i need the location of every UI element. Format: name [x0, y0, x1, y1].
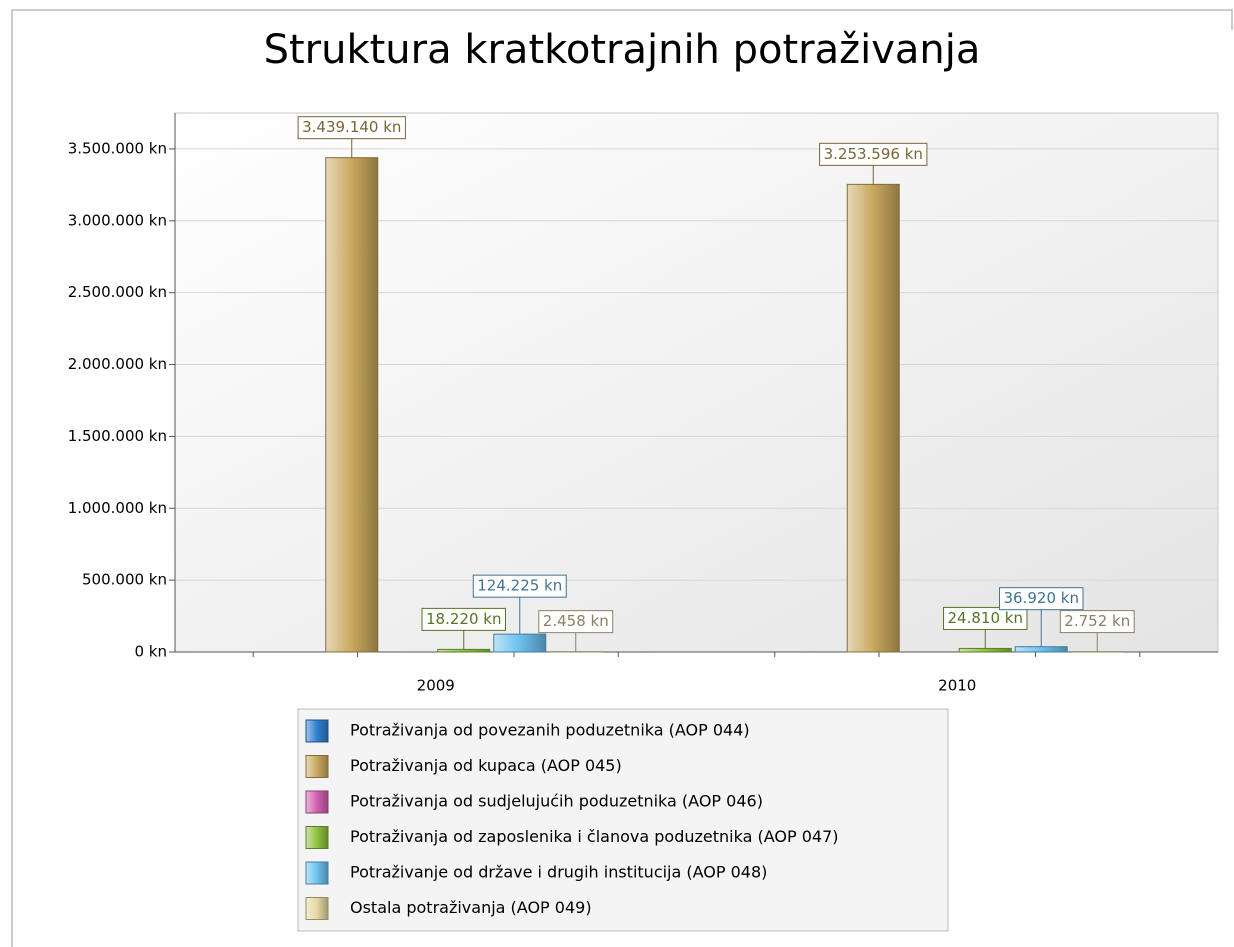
bar — [1014, 646, 1068, 653]
y-tick-label: 1.000.000 kn — [68, 499, 167, 517]
legend-swatch — [305, 897, 329, 920]
data-label-box — [943, 606, 1028, 630]
chart-title: Struktura kratkotrajnih potraživanja — [264, 27, 981, 73]
data-label: 3.253.596 kn — [824, 145, 923, 163]
data-label-box — [819, 142, 928, 166]
legend-label: Potraživanja od povezanih poduzetnika (A… — [350, 721, 750, 740]
x-tick-label: 2009 — [417, 677, 455, 695]
y-tick-label: 2.000.000 kn — [68, 355, 167, 373]
legend-label: Potraživanja od zaposlenika i članova po… — [350, 827, 838, 846]
data-label: 124.225 kn — [477, 577, 562, 595]
legend-swatch — [305, 755, 329, 778]
legend-label: Ostala potraživanja (AOP 049) — [350, 898, 592, 917]
legend-label: Potraživanja od kupaca (AOP 045) — [350, 756, 622, 775]
legend-label: Potraživanje od države i drugih instituc… — [350, 863, 767, 882]
bar — [846, 183, 900, 653]
y-tick-label: 3.000.000 kn — [68, 211, 167, 229]
legend-label: Potraživanja od sudjelujućih poduzetnika… — [350, 792, 763, 811]
bar — [437, 648, 491, 653]
data-label: 3.439.140 kn — [302, 118, 401, 136]
data-label: 24.810 kn — [948, 609, 1023, 627]
data-label-box — [1059, 610, 1135, 634]
legend-swatch — [305, 826, 329, 849]
frame — [11, 9, 1233, 947]
y-tick-label: 1.500.000 kn — [68, 427, 167, 445]
data-label: 2.752 kn — [1064, 612, 1130, 630]
data-label-box — [472, 574, 567, 598]
data-label-box — [999, 587, 1084, 611]
bar — [493, 633, 547, 653]
data-label: 36.920 kn — [1004, 589, 1079, 607]
legend-swatch — [305, 719, 329, 743]
data-label-box — [297, 116, 406, 140]
legend-swatch — [305, 790, 329, 814]
bar — [958, 647, 1012, 653]
y-tick-label: 3.500.000 kn — [68, 139, 167, 157]
bar — [325, 157, 379, 653]
legend — [297, 708, 949, 932]
x-tick-label: 2010 — [938, 677, 976, 695]
data-label-box — [421, 607, 506, 631]
data-label: 2.458 kn — [543, 612, 609, 630]
data-label-box — [538, 610, 614, 634]
y-tick-label: 0 kn — [134, 643, 167, 661]
legend-swatch — [305, 861, 329, 885]
data-label: 18.220 kn — [426, 610, 501, 628]
y-tick-label: 2.500.000 kn — [68, 283, 167, 301]
y-tick-label: 500.000 kn — [82, 571, 167, 589]
